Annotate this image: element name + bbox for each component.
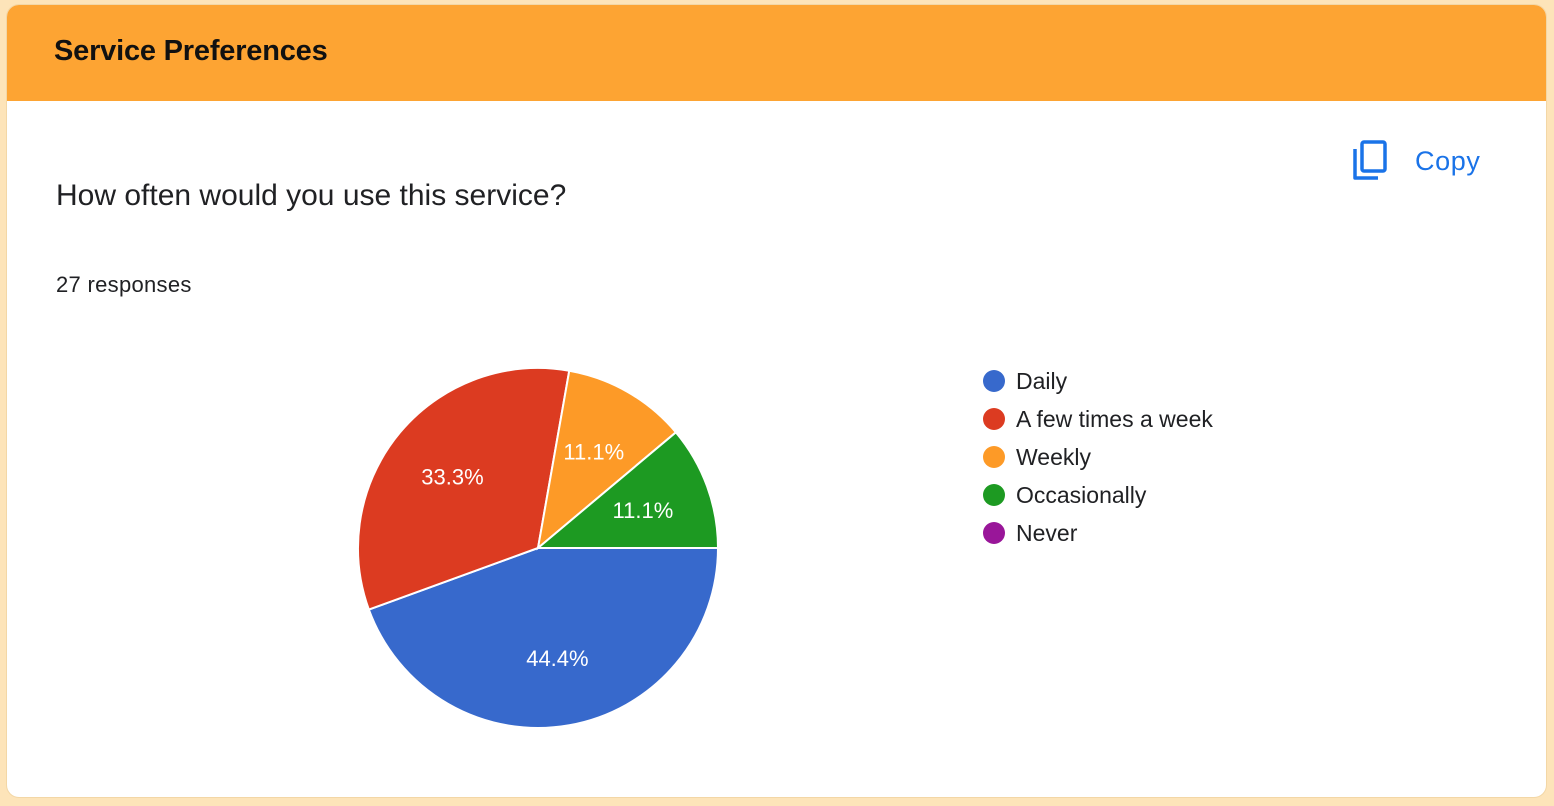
legend-label: A few times a week: [1016, 406, 1213, 432]
pie-slice-label: 44.4%: [526, 646, 588, 671]
legend-swatch: [983, 408, 1005, 430]
card-header: Service Preferences: [7, 5, 1546, 101]
page-title: Service Preferences: [54, 35, 328, 67]
chart-legend: Daily A few times a week Weekly Occasionall…: [983, 368, 1213, 546]
pie-slice-daily[interactable]: [367, 547, 720, 729]
legend-item: A few times a week: [983, 406, 1213, 432]
legend-swatch: [983, 522, 1005, 544]
legend-item: Weekly: [983, 444, 1091, 470]
legend-swatch: [983, 446, 1005, 468]
pie-chart: 44.4% 33.3% 11.1% 11.1% Daily A few times a …: [357, 367, 1213, 729]
legend-item: Daily: [983, 368, 1068, 394]
legend-swatch: [983, 370, 1005, 392]
pie-slice-weekly[interactable]: [536, 369, 678, 551]
copy-button-label: Copy: [1415, 145, 1481, 176]
question-title: How often would you use this service?: [56, 179, 567, 212]
copy-icon: [1352, 140, 1388, 182]
pie-slice-label: 11.1%: [613, 498, 674, 523]
legend-item: Never: [983, 520, 1078, 546]
legend-swatch: [983, 484, 1005, 506]
legend-label: Occasionally: [1016, 482, 1147, 508]
legend-label: Weekly: [1016, 444, 1091, 470]
legend-label: Never: [1016, 520, 1078, 546]
pie-slice-a-few-times-a-week[interactable]: [357, 367, 571, 611]
pie-slice-label: 11.1%: [563, 439, 624, 464]
legend-item: Occasionally: [983, 482, 1147, 508]
copy-button[interactable]: Copy: [1352, 137, 1502, 185]
response-count: 27 responses: [56, 272, 192, 297]
response-card: Service Preferences Copy How often would…: [7, 5, 1546, 797]
pie-slice-labels: 44.4% 33.3% 11.1% 11.1%: [421, 439, 673, 671]
pie-slice-occasionally[interactable]: [535, 430, 720, 549]
legend-label: Daily: [1016, 368, 1068, 394]
pie-slice-label: 33.3%: [421, 464, 483, 489]
pie-slices: [357, 367, 720, 729]
